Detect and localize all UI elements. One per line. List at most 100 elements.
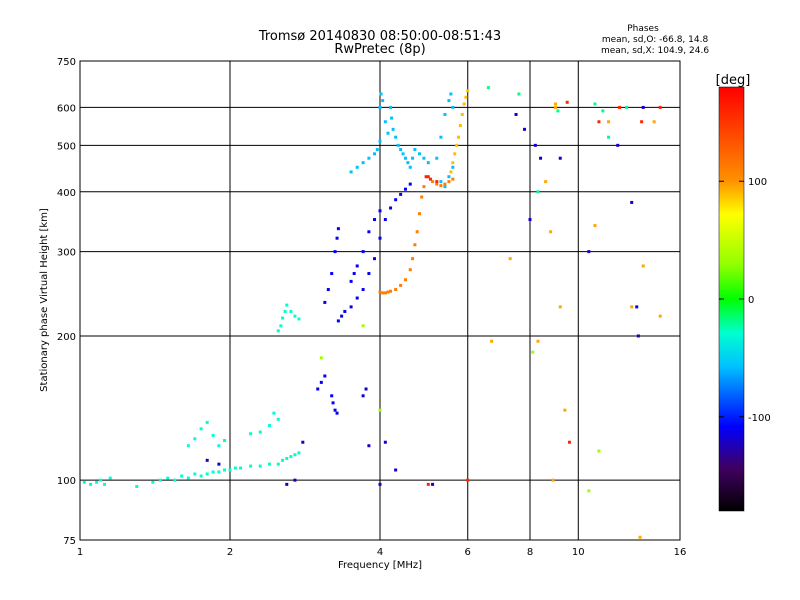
data-point xyxy=(652,120,656,124)
data-point xyxy=(249,464,253,468)
data-point xyxy=(553,102,557,106)
data-point xyxy=(89,482,93,486)
colorbar-tick-label: 100 xyxy=(748,177,767,188)
data-point xyxy=(447,180,451,184)
data-point xyxy=(199,427,203,431)
data-point xyxy=(399,148,403,152)
data-point xyxy=(293,453,297,457)
data-point xyxy=(211,470,215,474)
data-point xyxy=(457,135,461,139)
data-point xyxy=(193,472,197,476)
data-point xyxy=(323,300,327,304)
data-point xyxy=(635,305,639,309)
data-point xyxy=(285,303,289,307)
data-point xyxy=(391,127,395,131)
data-point xyxy=(531,350,535,354)
data-point xyxy=(217,470,221,474)
data-point xyxy=(361,161,365,165)
data-point xyxy=(455,143,459,147)
data-point xyxy=(205,420,209,424)
data-point xyxy=(451,177,455,181)
data-point xyxy=(389,105,393,109)
data-point xyxy=(186,476,190,480)
data-point xyxy=(539,156,543,160)
data-point xyxy=(587,250,591,254)
data-point xyxy=(367,156,371,160)
data-point xyxy=(597,449,601,453)
colorbar-label: [deg] xyxy=(716,73,751,88)
data-point xyxy=(211,433,215,437)
data-point xyxy=(435,156,439,160)
data-point xyxy=(276,329,280,333)
data-point xyxy=(336,319,340,323)
data-point xyxy=(323,374,327,378)
y-tick-label: 200 xyxy=(57,332,76,343)
data-point xyxy=(458,124,462,128)
data-point xyxy=(381,99,385,103)
x-tick-labels: 1 2 4 6 8 10 16 xyxy=(77,547,687,558)
data-point xyxy=(361,288,365,292)
data-point xyxy=(490,339,494,343)
data-point xyxy=(283,309,287,313)
x-tick-label: 1 xyxy=(77,547,83,558)
data-point xyxy=(464,95,468,99)
data-point xyxy=(638,535,642,539)
data-point xyxy=(378,209,382,213)
data-point xyxy=(249,432,253,436)
data-point xyxy=(640,120,644,124)
data-point xyxy=(447,99,451,103)
data-point xyxy=(281,316,285,320)
y-tick-label: 500 xyxy=(57,141,76,152)
data-point xyxy=(383,291,387,295)
data-point xyxy=(401,152,405,156)
data-point xyxy=(417,152,421,156)
y-tick-label: 400 xyxy=(57,188,76,199)
data-point xyxy=(361,250,365,254)
data-point xyxy=(258,430,262,434)
data-point xyxy=(223,439,227,443)
data-point xyxy=(389,206,393,210)
data-point xyxy=(636,334,640,338)
data-point xyxy=(443,185,447,189)
data-point xyxy=(528,218,532,222)
data-point xyxy=(379,92,383,96)
data-point xyxy=(403,187,407,191)
data-point xyxy=(523,127,527,131)
data-point xyxy=(593,102,597,106)
data-point xyxy=(293,478,297,482)
x-tick-label: 10 xyxy=(572,547,585,558)
data-point xyxy=(411,156,415,160)
chart-title: Tromsø 20140830 08:50:00-08:51:43 xyxy=(258,29,501,44)
x-axis-label: Frequency [MHz] xyxy=(338,560,422,571)
data-point xyxy=(447,175,451,179)
data-point xyxy=(289,309,293,313)
data-points xyxy=(82,86,662,539)
data-point xyxy=(355,296,359,300)
data-point xyxy=(439,180,443,184)
data-point xyxy=(399,192,403,196)
data-point xyxy=(103,482,107,486)
y-tick-labels: 75 100 200 300 400 500 600 750 xyxy=(57,57,76,547)
data-point xyxy=(426,175,430,179)
stats-line-x: mean, sd,X: 104.9, 24.6 xyxy=(601,46,709,56)
data-point xyxy=(451,165,455,169)
data-point xyxy=(389,289,393,293)
data-point xyxy=(536,339,540,343)
data-point xyxy=(285,456,289,460)
data-point xyxy=(335,411,339,415)
data-point xyxy=(326,288,330,292)
data-point xyxy=(399,283,403,287)
data-point xyxy=(383,218,387,222)
data-point xyxy=(451,105,455,109)
y-tick-label: 300 xyxy=(57,248,76,259)
data-point xyxy=(394,135,398,139)
y-tick-label: 100 xyxy=(57,476,76,487)
data-point xyxy=(658,314,662,318)
data-point xyxy=(355,165,359,169)
data-point xyxy=(460,112,464,116)
data-point xyxy=(108,476,112,480)
data-point xyxy=(431,180,435,184)
data-point xyxy=(319,380,323,384)
data-point xyxy=(514,112,518,116)
